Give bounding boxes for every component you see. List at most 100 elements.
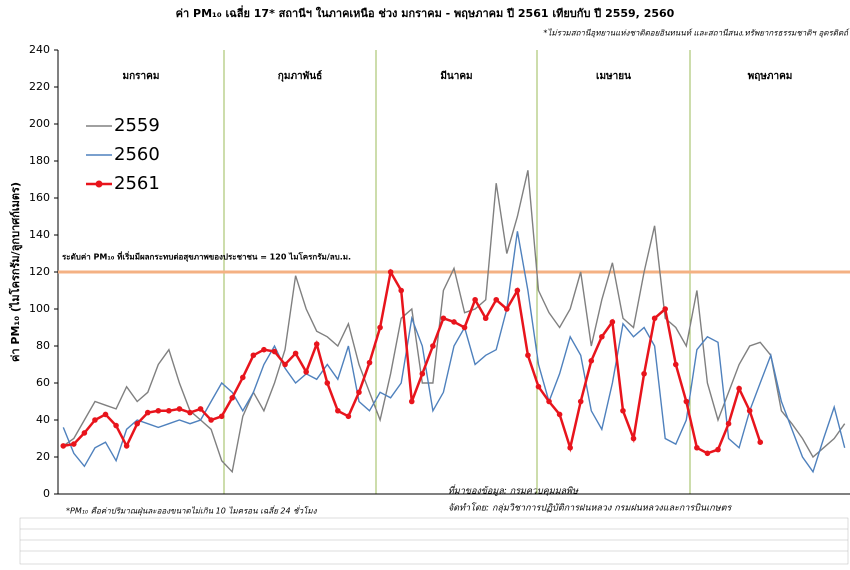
chart-title: ค่า PM₁₀ เฉลี่ย 17* สถานีฯ ในภาคเหนือ ช่… [176, 5, 675, 20]
data-point [366, 359, 373, 366]
data-point [155, 407, 162, 414]
data-point [71, 441, 77, 447]
y-tick-label: 20 [36, 450, 50, 463]
legend-label: 2561 [114, 173, 160, 194]
data-point [525, 352, 531, 359]
data-point [440, 315, 447, 322]
annotation: *PM₁₀ คือค่าปริมาณฝุ่นละอองขนาดไม่เกิน 1… [66, 505, 318, 517]
data-point [725, 420, 732, 427]
data-point [229, 395, 236, 401]
data-point [335, 407, 341, 414]
chart-subtitle: *ไม่รวมสถานีอุทยานแห่งชาติดอยอินทนนท์ แล… [543, 28, 850, 39]
data-point [514, 287, 521, 294]
data-point [599, 333, 605, 340]
data-point [493, 296, 500, 303]
data-point [704, 450, 711, 457]
data-point [662, 306, 668, 312]
data-point [588, 358, 595, 364]
data-point [208, 417, 214, 423]
data-point [567, 444, 573, 451]
data-point [271, 348, 278, 355]
data-point [81, 430, 88, 436]
legend-marker [95, 180, 103, 188]
y-axis-label: ค่า PM₁₀ (ไมโครกรัม/ลูกบาศก์เมตร) [8, 182, 23, 362]
month-label: เมษายน [596, 71, 631, 82]
data-point [694, 444, 700, 451]
data-point [504, 306, 510, 312]
data-point [377, 324, 383, 331]
data-point [197, 406, 204, 412]
data-point [630, 435, 637, 442]
data-point [577, 398, 584, 405]
data-point [303, 369, 309, 375]
data-point [683, 398, 690, 405]
data-point [102, 411, 109, 418]
data-point [313, 341, 320, 347]
data-table [19, 517, 849, 565]
month-label: มีนาคม [440, 70, 472, 82]
data-point [60, 443, 67, 449]
data-point [144, 409, 151, 416]
data-point [176, 406, 183, 412]
data-point [472, 296, 478, 303]
data-point [166, 407, 172, 414]
data-point [356, 389, 362, 396]
legend-label: 2560 [114, 144, 160, 165]
data-point [641, 370, 647, 377]
series-line [62, 231, 846, 474]
data-point [123, 443, 130, 449]
data-point [746, 407, 753, 414]
data-point [672, 361, 679, 368]
data-point [398, 287, 405, 294]
data-point [261, 346, 267, 353]
y-tick-label: 180 [29, 154, 50, 167]
data-point [250, 352, 257, 359]
data-point [556, 411, 563, 418]
data-point [430, 343, 436, 349]
data-point [546, 398, 552, 405]
data-point [620, 407, 626, 414]
data-point [134, 420, 140, 427]
data-point [482, 315, 489, 322]
reference-label: ระดับค่า PM₁₀ ที่เริ่มมีผลกระทบต่อสุขภาพ… [62, 251, 351, 263]
y-tick-label: 100 [29, 302, 50, 315]
y-tick-label: 200 [29, 117, 50, 130]
month-label: มกราคม [123, 71, 160, 82]
y-tick-label: 0 [43, 487, 50, 500]
data-point [535, 383, 542, 390]
data-point [218, 413, 225, 420]
y-tick-label: 160 [29, 191, 50, 204]
data-point [609, 319, 616, 325]
data-point [651, 315, 658, 322]
data-point [736, 385, 742, 392]
month-label: พฤษภาคม [748, 71, 793, 82]
y-tick-label: 80 [36, 339, 50, 352]
y-tick-label: 140 [29, 228, 50, 241]
data-point [387, 269, 394, 275]
data-point [113, 422, 119, 429]
data-point [408, 398, 415, 405]
y-tick-label: 60 [36, 376, 50, 389]
data-point [292, 350, 299, 357]
y-tick-label: 220 [29, 80, 50, 93]
data-point [715, 446, 721, 453]
legend-label: 2559 [114, 115, 160, 136]
data-point [345, 413, 352, 420]
annotation: จัดทำโดย: กลุ่มวิชาการปฏิบัติการฝนหลวง ก… [448, 502, 732, 514]
data-point [187, 409, 193, 416]
table-frame [19, 517, 849, 565]
data-point [757, 439, 764, 446]
y-tick-label: 40 [36, 413, 50, 426]
data-point [324, 380, 331, 386]
data-point [461, 324, 468, 331]
data-point [92, 417, 98, 423]
annotation: ที่มาของข้อมูล: กรมควบคุมมลพิษ [448, 484, 579, 497]
data-point [240, 374, 246, 381]
y-tick-label: 240 [29, 43, 50, 56]
month-label: กุมภาพันธ์ [278, 70, 322, 82]
data-point [451, 319, 457, 325]
data-point [282, 361, 288, 368]
series-line [62, 170, 846, 474]
